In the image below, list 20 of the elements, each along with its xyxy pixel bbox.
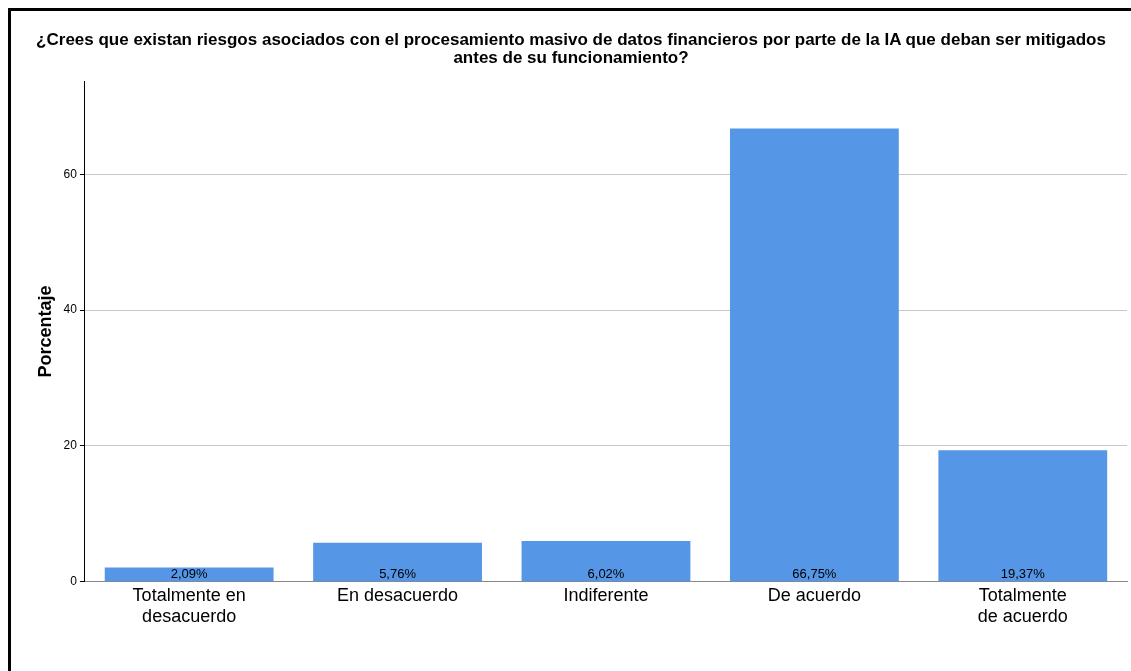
data-label: 6,02%: [587, 565, 625, 581]
bar: [313, 542, 482, 582]
y-tick-label: 20: [63, 438, 78, 453]
y-axis-title: Porcentaje: [34, 285, 55, 378]
x-tick-label: Indiferente: [563, 584, 649, 605]
x-tick-label: Totalmente de acuerdo: [977, 584, 1068, 627]
y-tick-label: 60: [63, 166, 78, 181]
bar: [729, 128, 899, 582]
x-tick-label: Totalmente en desacuerdo: [132, 584, 246, 627]
x-tick-label: De acuerdo: [767, 584, 861, 605]
bar: [938, 450, 1108, 582]
data-label: 66,75%: [792, 565, 837, 581]
y-tick-label: 40: [63, 302, 78, 317]
chart-title: ¿Crees que existan riesgos asociados con el procesamiento masivo de datos financieros por parte de la IA que deban ser mitigados antes de su funcionamiento?: [35, 30, 1107, 67]
x-tick-label: En desacuerdo: [337, 584, 459, 605]
data-label: 19,37%: [1000, 565, 1046, 581]
y-tick-label: 0: [70, 574, 78, 589]
data-label: 5,76%: [379, 565, 417, 581]
bar: [521, 540, 691, 582]
data-label: 2,09%: [170, 566, 209, 582]
